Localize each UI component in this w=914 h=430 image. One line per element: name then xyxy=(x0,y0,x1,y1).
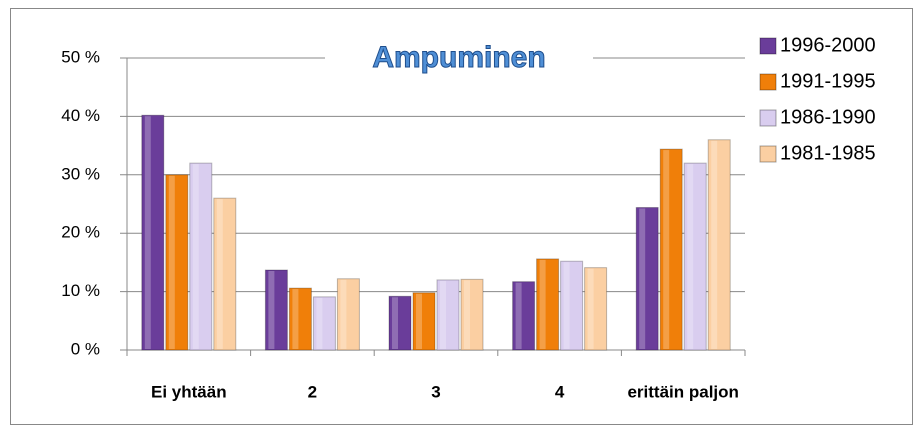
bar-shine xyxy=(711,140,718,349)
legend-label: 1986-1990 xyxy=(780,106,876,128)
legend-swatch xyxy=(759,145,777,163)
bar xyxy=(312,296,336,351)
bar-shine xyxy=(687,164,694,349)
bar-shine xyxy=(316,297,323,349)
bar-shine xyxy=(440,280,446,349)
bar-shine xyxy=(168,175,175,349)
legend-label: 1981-1985 xyxy=(780,142,876,164)
y-tick-label: 20 % xyxy=(61,223,100,242)
bar-shine xyxy=(144,116,151,350)
x-tick-label: 2 xyxy=(308,382,317,401)
bar-shine xyxy=(340,279,347,349)
legend-label: 1996-2000 xyxy=(780,34,876,56)
bar-shine xyxy=(392,297,398,349)
bar xyxy=(288,287,312,351)
x-tick-label: Ei yhtään xyxy=(151,382,227,401)
chart-title: Ampuminen xyxy=(372,41,545,74)
y-tick-label: 0 % xyxy=(71,339,100,358)
bar xyxy=(165,174,189,351)
bar xyxy=(436,279,460,351)
legend-swatch xyxy=(759,37,777,55)
bar-shine xyxy=(416,293,422,349)
bar xyxy=(264,269,288,351)
bar-shine xyxy=(292,289,299,349)
x-tick-label: 4 xyxy=(555,382,565,401)
bar-shine xyxy=(587,268,594,349)
bar xyxy=(707,139,731,351)
bar xyxy=(536,258,560,351)
bar-shine xyxy=(216,199,223,349)
bar-shine xyxy=(539,259,546,349)
bar xyxy=(412,292,436,351)
legend-label: 1991-1995 xyxy=(780,70,876,92)
bar xyxy=(512,281,536,351)
bar-shine xyxy=(639,208,646,349)
x-tick-label: 3 xyxy=(431,382,440,401)
y-tick-label: 10 % xyxy=(61,281,100,300)
bar-shine xyxy=(268,270,275,349)
title-bg xyxy=(325,40,593,76)
bar-shine xyxy=(563,262,570,349)
bar xyxy=(683,162,707,351)
bar xyxy=(388,295,412,351)
legend-swatch xyxy=(759,109,777,127)
bar xyxy=(560,260,584,351)
bar xyxy=(460,278,484,351)
bar-shine xyxy=(515,282,522,349)
legend-swatch xyxy=(759,73,777,91)
bar xyxy=(659,148,683,351)
bar xyxy=(141,114,165,351)
x-tick-label: erittäin paljon xyxy=(627,382,738,401)
bar-shine xyxy=(663,150,670,349)
bar xyxy=(635,207,659,351)
bar-shine xyxy=(464,280,470,349)
bar xyxy=(584,267,608,351)
bar xyxy=(213,197,237,351)
y-tick-label: 50 % xyxy=(61,47,100,66)
bar xyxy=(336,278,360,351)
bar-shine xyxy=(192,164,199,349)
bar xyxy=(189,162,213,351)
y-tick-label: 30 % xyxy=(61,164,100,183)
y-tick-label: 40 % xyxy=(61,106,100,125)
